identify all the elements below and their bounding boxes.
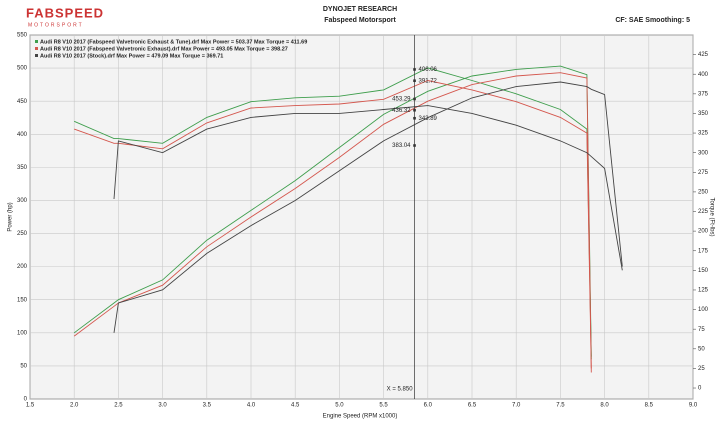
y-tick-label: 150 <box>17 297 28 303</box>
x-tick-label: 2.0 <box>70 403 79 409</box>
y2-tick-label: 150 <box>698 268 709 274</box>
y2-tick-label: 400 <box>698 72 709 78</box>
legend-entry: Audi R8 V10 2017 (Stock).drf Max Power =… <box>40 53 223 59</box>
x-tick-label: 6.0 <box>424 403 433 409</box>
y-tick-label: 400 <box>17 132 28 138</box>
annotation-label: 343.89 <box>419 116 438 122</box>
y-tick-label: 350 <box>17 165 28 171</box>
y-tick-label: 0 <box>24 397 28 403</box>
legend-entry: Audi R8 V10 2017 (Fabspeed Valvetronic E… <box>40 39 307 45</box>
y-tick-label: 450 <box>17 99 28 105</box>
y-tick-label: 50 <box>20 363 27 369</box>
y-tick-label: 100 <box>17 330 28 336</box>
x-tick-label: 7.5 <box>556 403 565 409</box>
annotation-label: 383.04 <box>392 143 411 149</box>
y-tick-label: 550 <box>17 33 28 39</box>
x-tick-label: 4.5 <box>291 403 300 409</box>
y-tick-label: 200 <box>17 264 28 270</box>
cursor-label: X = 5.850 <box>387 387 414 393</box>
annotation-marker <box>413 116 416 120</box>
y2-tick-label: 25 <box>698 366 705 372</box>
y2-tick-label: 200 <box>698 229 709 235</box>
y-tick-label: 500 <box>17 66 28 72</box>
y2-tick-label: 225 <box>698 209 709 215</box>
legend-entry: Audi R8 V10 2017 (Fabspeed Valvetronic E… <box>40 46 288 52</box>
x-tick-label: 7.0 <box>512 403 521 409</box>
y-tick-label: 250 <box>17 231 28 237</box>
x-tick-label: 4.0 <box>247 403 256 409</box>
y2-tick-label: 75 <box>698 327 705 333</box>
logo-brand: FABSPEED <box>26 5 104 20</box>
x-axis-label: Engine Speed (RPM x1000) <box>323 414 398 420</box>
y2-tick-label: 275 <box>698 170 709 176</box>
x-tick-label: 5.0 <box>335 403 344 409</box>
y2-tick-label: 425 <box>698 52 709 58</box>
y-axis-label: Power (hp) <box>8 202 14 231</box>
x-tick-label: 3.5 <box>203 403 212 409</box>
x-tick-label: 6.5 <box>468 403 477 409</box>
y2-tick-label: 0 <box>698 386 702 392</box>
annotation-marker <box>413 79 416 83</box>
y2-tick-label: 100 <box>698 307 709 313</box>
y2-tick-label: 250 <box>698 189 709 195</box>
x-tick-label: 8.5 <box>645 403 654 409</box>
y2-tick-label: 350 <box>698 111 709 117</box>
power-line <box>73 72 592 373</box>
y2-tick-label: 325 <box>698 131 709 137</box>
x-tick-label: 3.0 <box>158 403 167 409</box>
annotation-marker <box>413 144 416 147</box>
x-tick-label: 8.0 <box>600 403 609 409</box>
x-tick-label: 5.5 <box>379 403 388 409</box>
y2-tick-label: 175 <box>698 248 709 254</box>
annotation-label: 406.06 <box>419 67 438 73</box>
y2-axis-label: Torque (Ft-lbs) <box>708 197 714 236</box>
x-tick-label: 1.5 <box>26 403 35 409</box>
power-line <box>73 65 592 360</box>
chart-subtitle: Fabspeed Motorsport <box>324 17 396 24</box>
annotation-label: 391.72 <box>419 78 438 84</box>
y2-tick-label: 300 <box>698 150 709 156</box>
settings-text: CF: SAE Smoothing: 5 <box>615 17 690 24</box>
legend-swatch <box>35 40 38 43</box>
power-line <box>113 81 623 333</box>
plot-area <box>29 34 694 400</box>
annotation-label: 453.29 <box>392 97 411 103</box>
chart-title: DYNOJET RESEARCH <box>323 6 397 13</box>
annotation-marker <box>413 97 416 101</box>
logo-sub: MOTORSPORT <box>28 22 84 28</box>
annotation-marker <box>413 68 416 71</box>
legend-swatch <box>35 47 38 50</box>
y-tick-label: 300 <box>17 198 28 204</box>
annotation-marker <box>413 108 416 112</box>
annotation-label: 436.32 <box>392 108 411 114</box>
legend-swatch <box>35 54 38 57</box>
x-tick-label: 9.0 <box>689 403 698 409</box>
torque-line <box>74 67 592 357</box>
y2-tick-label: 50 <box>698 346 705 352</box>
y2-tick-label: 375 <box>698 91 709 97</box>
torque-line <box>113 105 623 271</box>
x-tick-label: 2.5 <box>114 403 123 409</box>
y2-tick-label: 125 <box>698 288 709 294</box>
